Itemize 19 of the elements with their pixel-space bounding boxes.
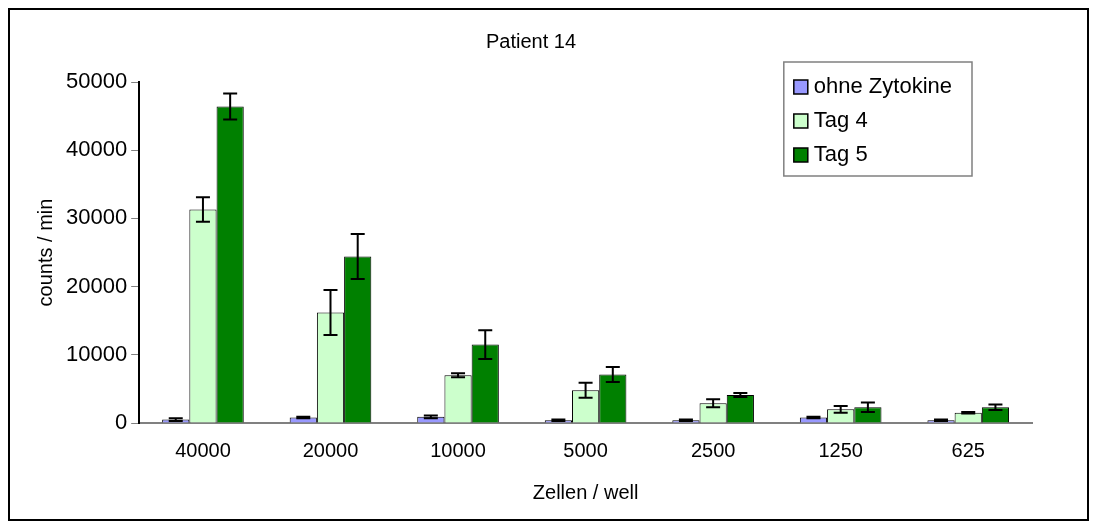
y-tick-label: 0 bbox=[114, 409, 128, 435]
y-tick-label: 20000 bbox=[65, 272, 128, 298]
y-axis-title: counts / min bbox=[33, 198, 56, 307]
x-tick-label: 10000 bbox=[430, 438, 486, 461]
x-axis-title: Zellen / well bbox=[532, 480, 639, 503]
y-tick-label: 30000 bbox=[65, 204, 128, 230]
legend-label: Tag 4 bbox=[813, 107, 868, 133]
x-tick-label: 20000 bbox=[302, 438, 359, 461]
y-tick-label: 40000 bbox=[65, 136, 128, 162]
x-tick-label: 2500 bbox=[690, 438, 736, 461]
x-tick-label: 5000 bbox=[563, 438, 608, 461]
x-tick-label: 625 bbox=[951, 438, 985, 461]
y-tick-label: 10000 bbox=[65, 340, 128, 366]
legend-label: ohne Zytokine bbox=[813, 73, 952, 99]
legend-label: Tag 5 bbox=[813, 141, 868, 167]
x-tick-label: 40000 bbox=[175, 438, 231, 461]
chart-title: Patient 14 bbox=[485, 29, 577, 52]
y-tick-label: 50000 bbox=[65, 68, 128, 94]
x-tick-label: 1250 bbox=[818, 438, 863, 461]
